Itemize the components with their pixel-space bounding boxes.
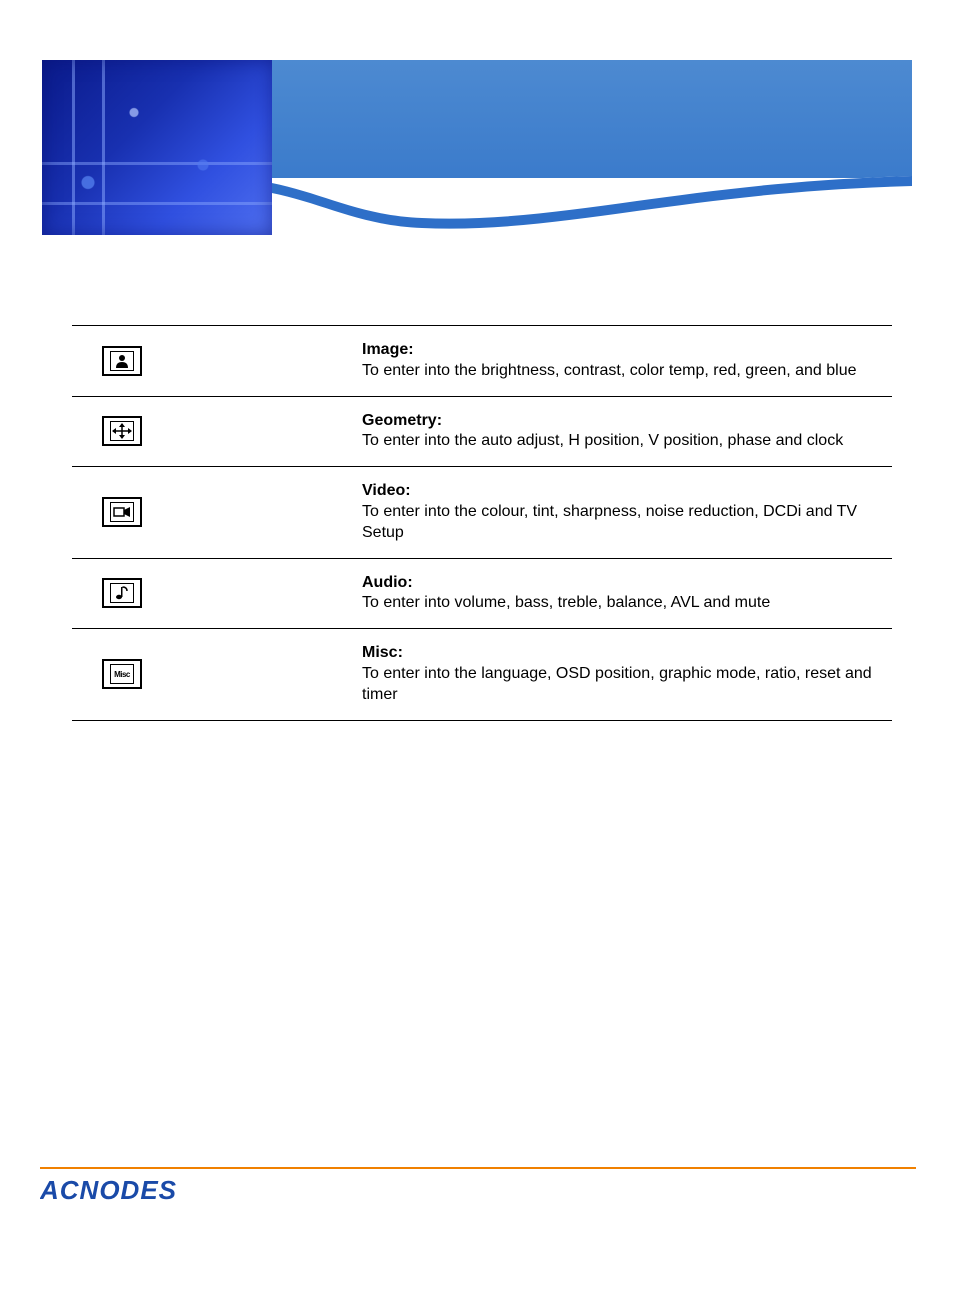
icon-cell [72, 416, 362, 446]
music-note-icon [112, 585, 132, 601]
audio-icon [102, 578, 142, 608]
image-icon [102, 346, 142, 376]
menu-desc: Audio: To enter into volume, bass, trebl… [362, 573, 892, 615]
page: Image: To enter into the brightness, con… [0, 60, 954, 1295]
menu-text: To enter into the language, OSD position… [362, 665, 872, 703]
menu-title: Geometry: [362, 412, 442, 429]
menu-text: To enter into the brightness, contrast, … [362, 362, 857, 379]
person-icon [112, 353, 132, 369]
icon-cell [72, 497, 362, 527]
video-icon [102, 497, 142, 527]
menu-desc: Misc: To enter into the language, OSD po… [362, 643, 892, 705]
menu-row-audio: Audio: To enter into volume, bass, trebl… [72, 559, 892, 630]
menu-row-misc: Misc Misc: To enter into the language, O… [72, 629, 892, 720]
menu-desc: Image: To enter into the brightness, con… [362, 340, 892, 382]
menu-title: Image: [362, 341, 414, 358]
icon-cell [72, 578, 362, 608]
menu-text: To enter into the auto adjust, H positio… [362, 432, 843, 449]
misc-label-icon: Misc [114, 670, 130, 679]
menu-row-image: Image: To enter into the brightness, con… [72, 326, 892, 397]
menu-desc: Video: To enter into the colour, tint, s… [362, 481, 892, 543]
menu-row-video: Video: To enter into the colour, tint, s… [72, 467, 892, 558]
acnodes-logo: ACNODES [40, 1175, 240, 1205]
menu-title: Audio: [362, 574, 413, 591]
camera-icon [112, 504, 132, 520]
menu-title: Video: [362, 482, 411, 499]
misc-icon: Misc [102, 659, 142, 689]
header-circuit-image [42, 60, 272, 235]
header-banner [42, 60, 912, 235]
footer-divider [40, 1167, 916, 1169]
menu-title: Misc: [362, 644, 403, 661]
move-arrows-icon [112, 423, 132, 439]
icon-cell: Misc [72, 659, 362, 689]
geometry-icon [102, 416, 142, 446]
brand-text: ACNODES [40, 1175, 177, 1205]
menu-text: To enter into the colour, tint, sharpnes… [362, 503, 857, 541]
menu-text: To enter into volume, bass, treble, bala… [362, 594, 770, 611]
osd-menu-table: Image: To enter into the brightness, con… [72, 325, 892, 721]
menu-desc: Geometry: To enter into the auto adjust,… [362, 411, 892, 453]
menu-row-geometry: Geometry: To enter into the auto adjust,… [72, 397, 892, 468]
icon-cell [72, 346, 362, 376]
